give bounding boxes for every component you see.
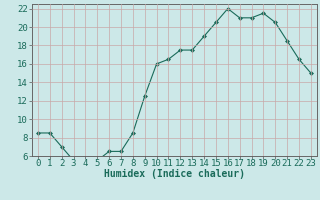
X-axis label: Humidex (Indice chaleur): Humidex (Indice chaleur) <box>104 169 245 179</box>
